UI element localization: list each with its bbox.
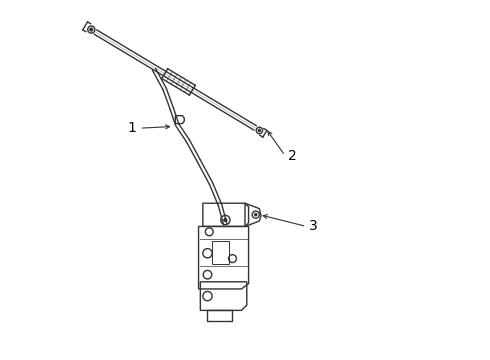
Circle shape (258, 129, 261, 131)
Circle shape (220, 215, 230, 225)
Circle shape (256, 127, 263, 134)
Circle shape (203, 292, 212, 301)
Circle shape (88, 26, 95, 33)
Text: 1: 1 (127, 121, 136, 135)
Text: 2: 2 (288, 149, 296, 163)
Circle shape (228, 255, 237, 262)
Circle shape (203, 270, 212, 279)
Circle shape (203, 249, 212, 258)
Circle shape (224, 219, 227, 221)
Circle shape (205, 228, 213, 236)
Text: 3: 3 (309, 220, 318, 233)
Circle shape (255, 213, 257, 216)
Circle shape (252, 211, 259, 218)
Circle shape (90, 28, 93, 31)
